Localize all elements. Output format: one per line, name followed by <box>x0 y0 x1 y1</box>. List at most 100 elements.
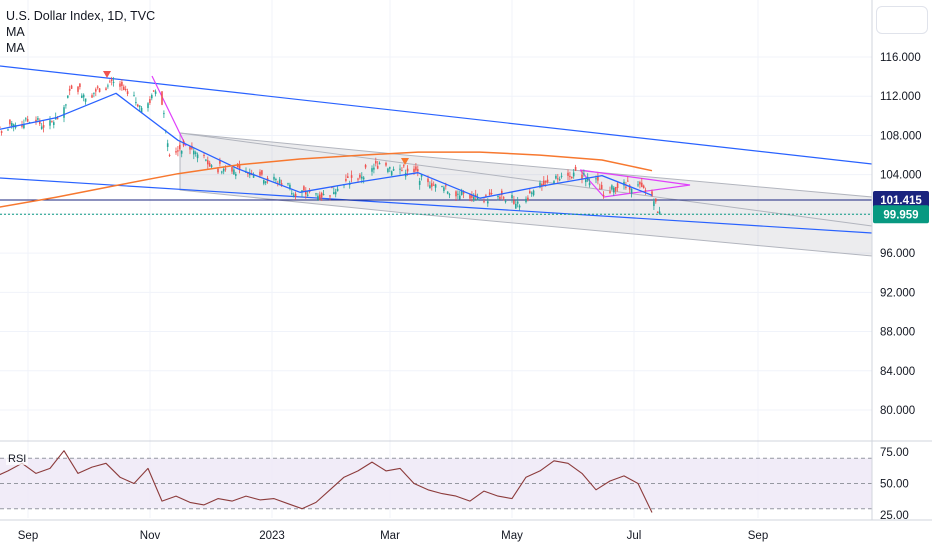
candle-body <box>292 194 295 196</box>
candle-body <box>588 182 591 186</box>
candle-body <box>357 178 359 180</box>
ma1-label[interactable]: MA <box>6 25 25 39</box>
candle-body <box>641 182 643 187</box>
candle-body <box>392 168 395 171</box>
candle-body <box>362 177 365 180</box>
candle-body <box>385 162 387 166</box>
candle-body <box>572 172 575 177</box>
candle-body <box>420 174 423 177</box>
candle-body <box>224 168 227 170</box>
candle-body <box>208 162 211 167</box>
candle-body <box>249 173 251 176</box>
candle-body <box>336 188 339 192</box>
candle-body <box>9 119 11 125</box>
candle-body <box>375 161 377 164</box>
regression-channel <box>179 132 873 257</box>
candle-body <box>553 181 555 184</box>
candle-body <box>291 193 293 195</box>
candle-body <box>546 179 549 182</box>
candle-body <box>264 181 267 184</box>
candle-body <box>544 180 547 183</box>
chart-legend: U.S. Dollar Index, 1D, TVC MA MA <box>6 8 155 56</box>
candle-body <box>152 90 155 92</box>
rsi-tick-label: 75.00 <box>880 447 909 459</box>
candle-body <box>308 190 311 192</box>
channel-bottom-line <box>0 177 873 234</box>
chart-settings-button[interactable] <box>876 6 928 34</box>
price-grid <box>0 0 872 518</box>
y-tick-label: 112.000 <box>880 91 921 103</box>
ma2-label[interactable]: MA <box>6 41 25 55</box>
candle-body <box>639 182 641 185</box>
candle-body <box>441 185 443 187</box>
y-tick-label: 84.000 <box>880 366 915 378</box>
candle-body <box>123 86 125 90</box>
candle-body <box>390 171 393 176</box>
candle-body <box>221 171 223 173</box>
candle-body <box>79 83 81 88</box>
candle-body <box>109 81 111 83</box>
candle-body <box>642 185 645 189</box>
candle-body <box>68 88 71 91</box>
y-tick-label: 116.000 <box>880 52 921 64</box>
candle-body <box>12 124 15 127</box>
x-tick-label: Nov <box>140 530 161 542</box>
candle-body <box>502 197 505 199</box>
candle-body <box>315 193 317 195</box>
candle-body <box>196 154 199 159</box>
x-tick-label: Sep <box>748 530 768 542</box>
candle-body <box>406 168 409 172</box>
candle-body <box>280 183 283 186</box>
candle-body <box>238 164 241 170</box>
candle-body <box>121 81 123 87</box>
candle-body <box>252 173 255 178</box>
candle-body <box>460 190 463 196</box>
candle-body <box>583 173 585 175</box>
candle-body <box>140 107 143 113</box>
candle-body <box>40 126 43 130</box>
candle-body <box>389 167 391 169</box>
candle-body <box>163 113 165 115</box>
candle-body <box>418 180 421 185</box>
candle-body <box>567 172 569 176</box>
candle-body <box>168 154 171 156</box>
moving-averages <box>0 92 653 208</box>
candles <box>0 76 661 215</box>
candle-body <box>81 95 83 98</box>
candle-body <box>233 169 235 175</box>
symbol-title[interactable]: U.S. Dollar Index, 1D, TVC <box>6 9 156 23</box>
candle-body <box>124 88 127 90</box>
candle-body <box>294 193 297 197</box>
candle-body <box>305 190 307 195</box>
candle-body <box>459 195 461 200</box>
candle-body <box>333 192 335 195</box>
candle-body <box>485 195 487 197</box>
rsi-label[interactable]: RSI <box>6 453 29 465</box>
candle-body <box>0 131 3 133</box>
candle-body <box>231 166 233 172</box>
x-tick-label: Jul <box>627 530 642 542</box>
y-tick-label: 96.000 <box>880 248 915 260</box>
candle-body <box>194 152 197 154</box>
candle-body <box>222 168 225 172</box>
candle-body <box>329 195 331 197</box>
trend-drawings <box>0 65 873 257</box>
candle-body <box>431 183 433 187</box>
candle-body <box>401 170 403 172</box>
price-label-badge <box>873 205 929 224</box>
candle-body <box>77 86 79 92</box>
candle-body <box>273 176 275 180</box>
candle-body <box>529 191 531 193</box>
candle-body <box>497 196 499 198</box>
candle-body <box>147 103 149 108</box>
rsi-tick-label: 25.00 <box>880 510 909 522</box>
candle-body <box>513 200 515 204</box>
x-tick-label: Sep <box>18 530 38 542</box>
sell-marker <box>401 158 409 165</box>
candle-body <box>469 194 471 199</box>
candle-body <box>457 193 459 195</box>
candle-body <box>137 104 139 107</box>
candle-body <box>504 201 507 203</box>
